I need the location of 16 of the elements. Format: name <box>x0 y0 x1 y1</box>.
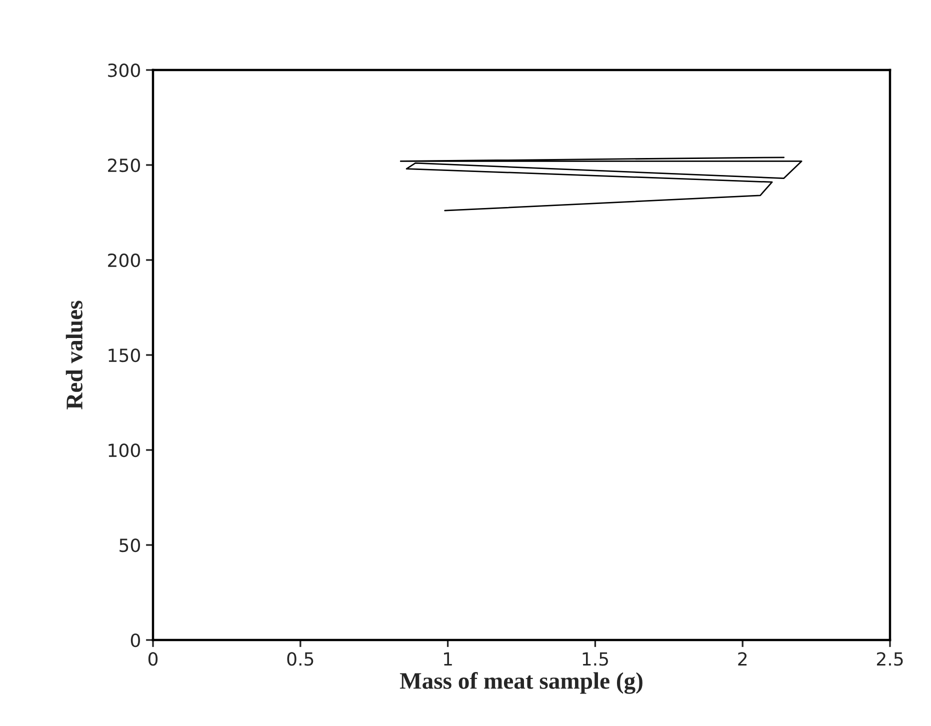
x-tick-label: 2 <box>738 652 747 666</box>
y-tick-label: 100 <box>108 443 140 458</box>
y-tick-label: 0 <box>130 633 140 648</box>
x-tick-label: 1 <box>444 652 452 666</box>
y-tick-label: 200 <box>108 253 140 268</box>
x-tick-label: 2.5 <box>876 652 903 666</box>
x-tick-label: 1.5 <box>582 652 608 666</box>
y-tick-label: 50 <box>120 538 140 552</box>
y-tick-label: 300 <box>108 63 140 78</box>
y-axis-title: Red values <box>66 300 83 410</box>
y-tick-label: 150 <box>108 348 140 362</box>
y-tick-label: 250 <box>108 158 140 172</box>
line-series <box>400 156 802 212</box>
x-tick-label: 0.5 <box>287 652 314 666</box>
x-axis-title: Mass of meat sample (g) <box>400 672 642 694</box>
x-tick-label: 0 <box>148 652 158 666</box>
